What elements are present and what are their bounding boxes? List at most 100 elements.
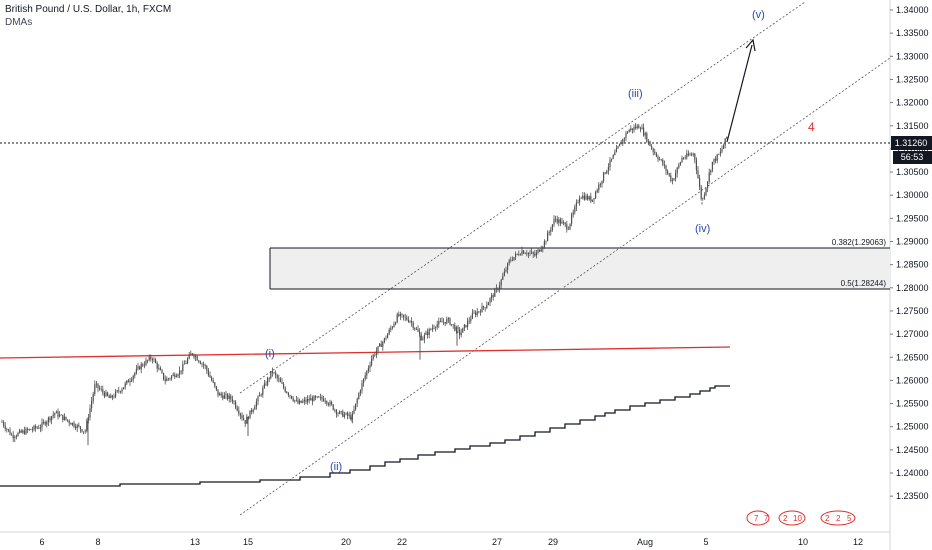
candle-body (622, 139, 624, 144)
candle-body (553, 219, 555, 225)
projection-arrow[interactable] (726, 44, 753, 143)
candle-body (38, 427, 40, 429)
step-ma-line[interactable] (0, 385, 730, 487)
candle-body (135, 368, 137, 373)
candle-body (359, 390, 361, 394)
candle-body (406, 317, 408, 320)
candle-body (59, 414, 61, 417)
candle-body (593, 198, 595, 200)
candle-body (219, 393, 221, 396)
candle-body (454, 325, 456, 331)
candle-body (695, 159, 697, 171)
candle-body (652, 148, 654, 152)
candle-body (550, 229, 552, 232)
candle-body (599, 184, 601, 185)
indicator-label[interactable]: DMAs (5, 17, 33, 28)
candle-body (81, 429, 83, 432)
candle-body (199, 361, 201, 364)
candle-body (574, 206, 576, 213)
candle-body (412, 322, 414, 328)
candle-body (489, 298, 491, 303)
candle-body (95, 383, 97, 385)
candle-body (363, 378, 365, 384)
candle-body (84, 430, 86, 432)
candle-body (79, 426, 81, 430)
candle-body (491, 295, 493, 299)
candle-body (689, 154, 691, 156)
candle-body (446, 319, 448, 324)
candle-body (6, 428, 8, 430)
candle-body (465, 324, 467, 328)
candle-body (159, 367, 161, 371)
candle-body (217, 389, 219, 396)
candle-body (705, 188, 707, 195)
candle-body (153, 359, 155, 361)
candle-body (143, 365, 145, 366)
time-axis[interactable]: 6 8 13 15 20 22 27 29 Aug 5 10 12 (39, 537, 863, 547)
candle-body (431, 328, 433, 330)
candle-body (411, 321, 413, 323)
candle-body (603, 172, 605, 181)
event-count-1: 7 (754, 514, 759, 523)
price-tick-label: 1.30000 (896, 190, 929, 200)
candle-body (167, 378, 169, 380)
candle-body (702, 198, 704, 199)
time-tick-label: 8 (95, 537, 100, 547)
candle-body (334, 409, 336, 411)
candle-body (9, 430, 11, 435)
candle-body (305, 399, 307, 402)
candle-body (590, 196, 592, 202)
candle-body (233, 401, 235, 403)
event-marker-3[interactable]: 2 2 5 (820, 510, 856, 526)
candle-body (479, 311, 481, 313)
channel-lower-line[interactable] (239, 57, 891, 516)
candle-body (318, 396, 320, 398)
candle-body (257, 396, 259, 402)
candle-body (532, 252, 534, 254)
candle-body (382, 342, 384, 347)
candle-body (51, 416, 53, 421)
fib-zone[interactable] (270, 248, 890, 289)
time-tick-label: Aug (637, 537, 653, 547)
candle-body (134, 373, 136, 376)
candle-body (407, 319, 409, 322)
candle-body (36, 427, 38, 429)
price-candles[interactable] (1, 123, 728, 446)
candle-body (470, 318, 472, 321)
red-ma-line[interactable] (0, 346, 731, 359)
candle-body (505, 269, 507, 272)
price-axis[interactable]: 1.34000 1.33500 1.33000 1.32500 1.32000 1.315… (890, 5, 929, 501)
candle-body (439, 321, 441, 322)
candle-body (350, 415, 352, 420)
event-markers[interactable]: 7 7 2 10 2 2 5 (746, 510, 856, 526)
candle-body (417, 329, 419, 332)
candle-body (302, 401, 304, 403)
candle-body (572, 212, 574, 216)
candle-body (150, 356, 152, 359)
event-marker-1[interactable]: 7 7 (746, 510, 770, 526)
candle-body (627, 132, 629, 133)
event-marker-2[interactable]: 2 10 (778, 510, 806, 526)
candle-body (723, 145, 725, 149)
candle-body (540, 249, 542, 252)
candle-body (222, 395, 224, 399)
candle-body (435, 327, 437, 328)
candle-body (132, 375, 134, 380)
candle-body (175, 376, 177, 378)
candle-body (438, 321, 440, 325)
candle-body (307, 399, 309, 402)
candle-body (111, 395, 113, 398)
candle-body (97, 383, 99, 389)
candle-body (511, 260, 513, 261)
current-price-badge (891, 136, 932, 150)
candle-body (647, 141, 649, 142)
candle-body (73, 422, 75, 427)
candle-body (151, 359, 153, 361)
channel-upper-line[interactable] (239, 1, 806, 394)
candle-body (281, 382, 283, 384)
candle-body (471, 313, 473, 319)
candle-body (716, 154, 718, 161)
candle-body (483, 306, 485, 308)
candle-body (367, 368, 369, 371)
